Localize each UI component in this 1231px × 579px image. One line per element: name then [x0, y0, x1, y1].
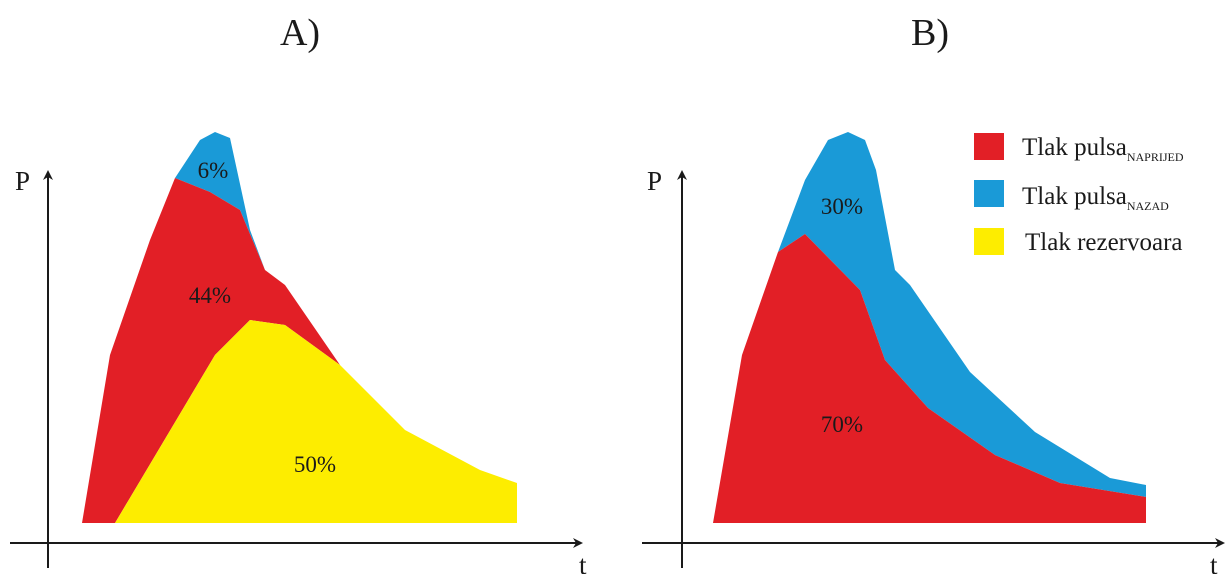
legend-swatch-reservoir — [974, 228, 1004, 255]
legend-item-forward: Tlak pulsaNAPRIJED — [974, 133, 1184, 164]
legend-label-reservoir: Tlak rezervoara — [1025, 229, 1183, 256]
panel-a-backward-region — [175, 132, 265, 270]
panel-a-reservoir-percentage: 50% — [294, 452, 336, 477]
panel-b-x-axis-label: t — [1210, 550, 1218, 574]
panel-b-forward-percentage: 70% — [821, 412, 863, 437]
panel-a-forward-percentage: 44% — [189, 283, 231, 308]
legend-swatch-forward — [974, 133, 1004, 160]
legend-label-forward: Tlak pulsaNAPRIJED — [1022, 134, 1184, 164]
panel-a: A) P t 6% 44% 50% — [10, 12, 587, 579]
panel-b-backward-percentage: 30% — [821, 194, 863, 219]
legend-item-reservoir: Tlak rezervoara — [974, 228, 1183, 256]
legend-label-backward: Tlak pulsaNAZAD — [1022, 183, 1169, 213]
legend: Tlak pulsaNAPRIJED Tlak pulsaNAZAD Tlak … — [974, 133, 1184, 256]
panel-b-forward-region — [713, 234, 1146, 523]
panel-a-reservoir-region — [115, 320, 517, 523]
legend-item-backward: Tlak pulsaNAZAD — [974, 180, 1169, 213]
panel-a-y-axis-label: P — [15, 166, 30, 196]
panel-a-x-axis-label: t — [579, 550, 587, 574]
panel-a-backward-percentage: 6% — [198, 158, 229, 183]
panel-a-forward-region — [82, 178, 340, 523]
panel-b-title: B) — [911, 12, 949, 54]
panel-b-backward-region — [778, 132, 1146, 497]
panel-a-title: A) — [280, 12, 320, 54]
legend-swatch-backward — [974, 180, 1004, 207]
panel-b: B) P t 30% 70% — [642, 12, 1225, 579]
panel-b-y-axis-label: P — [647, 166, 662, 196]
